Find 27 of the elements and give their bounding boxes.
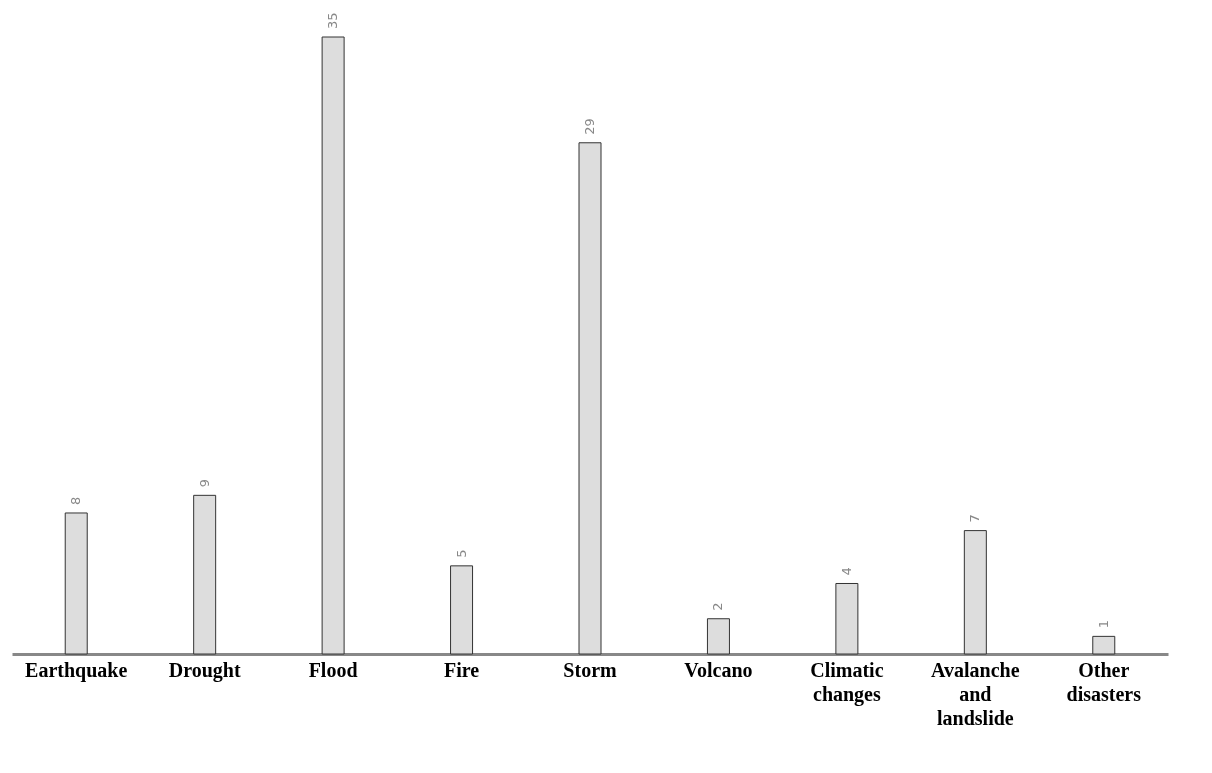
- x-tick-label: Earthquake: [25, 658, 128, 682]
- data-label: 8: [68, 496, 84, 505]
- bar: [963, 530, 987, 655]
- bar: [1092, 635, 1116, 655]
- data-label: 4: [838, 567, 854, 576]
- data-label: 1: [1095, 620, 1111, 629]
- data-label: 7: [967, 514, 983, 523]
- bar: [64, 512, 88, 655]
- bar: [835, 582, 859, 655]
- data-label: 2: [710, 602, 726, 611]
- x-tick-label: Other disasters: [1066, 658, 1142, 705]
- bar: [450, 565, 474, 655]
- data-label: 5: [453, 549, 469, 558]
- x-tick-label: Flood: [308, 658, 358, 681]
- bar: [578, 142, 602, 655]
- x-tick-label: Avalanche and landslide: [931, 658, 1020, 729]
- x-tick-label: Climatic changes: [810, 658, 884, 706]
- bar: [193, 494, 217, 655]
- x-tick-label: Storm: [563, 658, 617, 681]
- bar: [321, 36, 345, 655]
- x-tick-label: Fire: [443, 658, 480, 681]
- data-label: 35: [325, 12, 341, 29]
- x-tick-label: Volcano: [684, 658, 753, 681]
- x-tick-label: Drought: [168, 658, 241, 682]
- bar: [706, 618, 730, 655]
- data-label: 9: [196, 479, 212, 488]
- data-label: 29: [582, 118, 597, 135]
